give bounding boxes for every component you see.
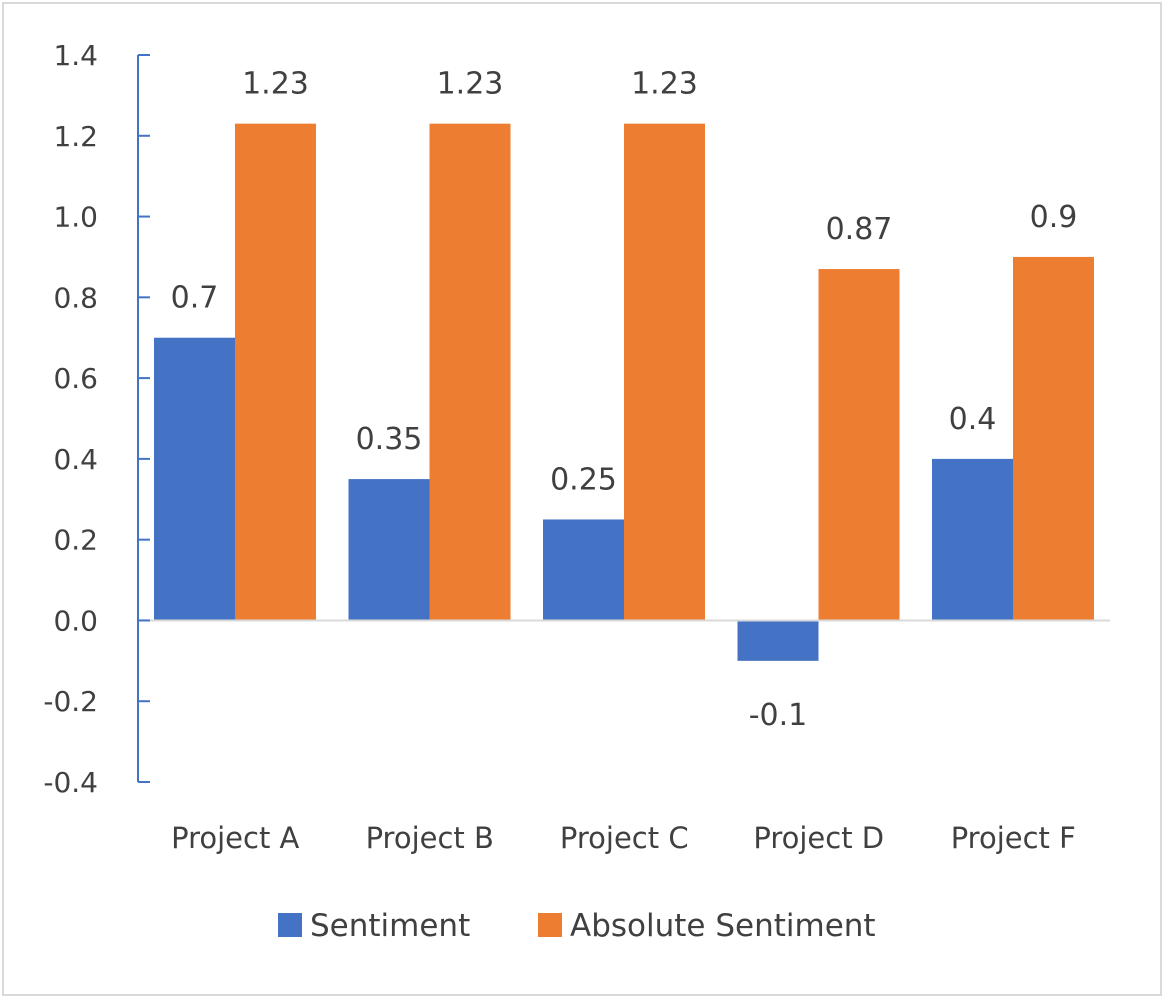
labels-layer: 0.7 1.23 Project A 0.35 1.23 Project B 0.25 1.2… (43, 39, 1077, 855)
bar-absolute-sentiment-1 (235, 123, 316, 621)
x-tick-label-5: Project F (951, 821, 1076, 855)
bars-layer (154, 123, 1094, 661)
bar-sentiment-4 (737, 620, 819, 661)
y-tick-label-2: -0.2 (43, 685, 98, 718)
y-tick-label-4: 0.2 (53, 524, 98, 557)
y-tick-label-3: 0.0 (53, 604, 98, 637)
bar-sentiment-2 (348, 479, 430, 621)
data-label-sentiment-4: -0.1 (749, 698, 808, 733)
axes-layer (137, 54, 1110, 783)
legend-swatch-absolute-sentiment (538, 913, 562, 937)
bar-absolute-sentiment-3 (624, 123, 705, 621)
x-tick-label-3: Project C (560, 821, 689, 855)
bar-absolute-sentiment-5 (1013, 256, 1094, 621)
x-tick-label-2: Project B (366, 821, 494, 855)
data-label-sentiment-5: 0.4 (949, 402, 997, 437)
y-tick-label-8: 1.0 (53, 201, 98, 234)
data-label-absolute-sentiment-5: 0.9 (1030, 200, 1078, 235)
bar-absolute-sentiment-4 (818, 269, 900, 621)
x-tick-label-1: Project A (171, 821, 299, 855)
y-tick-label-1: -0.4 (43, 766, 98, 799)
data-label-sentiment-2: 0.35 (356, 422, 423, 457)
data-label-absolute-sentiment-4: 0.87 (826, 212, 893, 247)
legend-label-sentiment: Sentiment (310, 908, 470, 944)
legend-label-absolute-sentiment: Absolute Sentiment (570, 908, 876, 944)
y-tick-label-5: 0.4 (53, 443, 98, 476)
bar-sentiment-1 (154, 337, 235, 621)
legend: Sentiment Absolute Sentiment (278, 908, 876, 944)
bar-absolute-sentiment-2 (429, 123, 511, 621)
data-label-sentiment-1: 0.7 (171, 281, 219, 316)
y-tick-label-6: 0.6 (53, 362, 98, 395)
x-tick-label-4: Project D (753, 821, 884, 855)
bar-sentiment-3 (543, 519, 624, 621)
y-tick-label-10: 1.4 (53, 39, 98, 72)
legend-swatch-sentiment (278, 913, 302, 937)
y-tick-label-9: 1.2 (53, 120, 98, 153)
y-tick-label-7: 0.8 (53, 281, 98, 314)
data-label-absolute-sentiment-1: 1.23 (242, 67, 309, 102)
data-label-absolute-sentiment-3: 1.23 (631, 67, 698, 102)
data-label-absolute-sentiment-2: 1.23 (437, 67, 504, 102)
data-label-sentiment-3: 0.25 (550, 462, 617, 497)
bar-sentiment-5 (932, 458, 1013, 621)
